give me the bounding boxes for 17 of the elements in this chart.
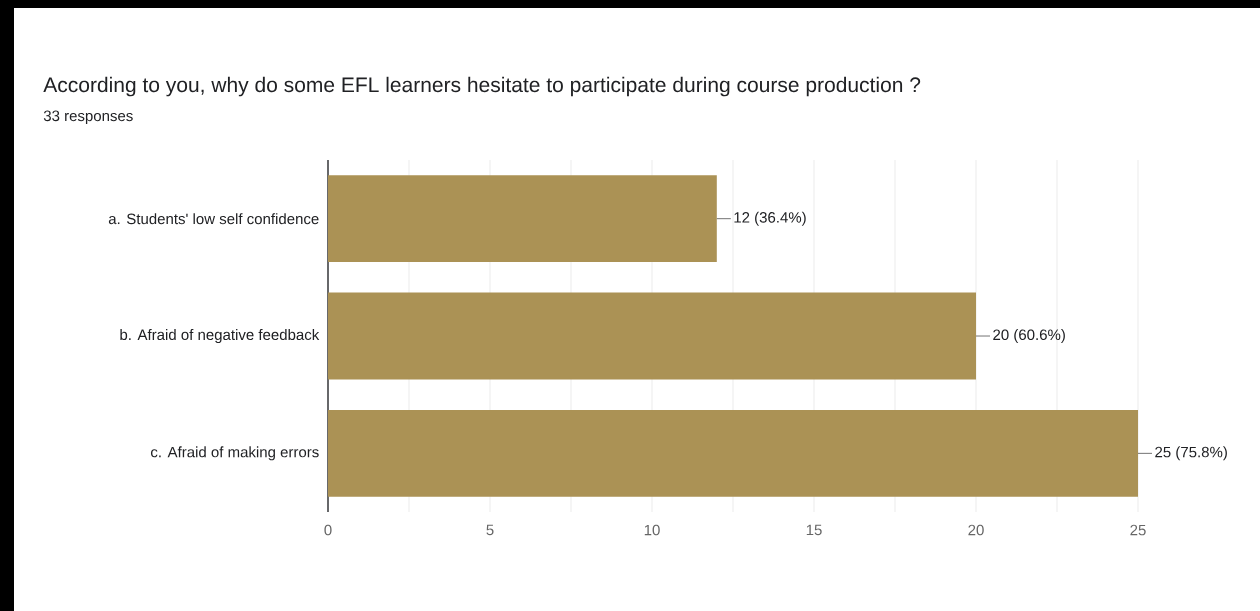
x-tick-label: 5 bbox=[486, 524, 494, 536]
x-tick-label: 20 bbox=[968, 524, 984, 536]
data-label: 25 (75.8%) bbox=[1155, 446, 1227, 461]
x-tick-label: 15 bbox=[806, 524, 822, 536]
y-tick-label: c. Afraid of making errors bbox=[150, 446, 319, 461]
y-tick-label: b. Afraid of negative feedback bbox=[120, 329, 320, 344]
x-tick-label: 25 bbox=[1130, 524, 1146, 536]
data-label: 20 (60.6%) bbox=[993, 329, 1065, 343]
chart-title: According to you, why do some EFL learners hesitate to participate during course production ? bbox=[43, 76, 921, 97]
x-tick-label: 0 bbox=[324, 524, 332, 536]
bar bbox=[328, 409, 1139, 497]
x-tick-label: 10 bbox=[644, 524, 660, 536]
bar bbox=[328, 292, 976, 380]
bar bbox=[328, 175, 717, 263]
data-label: 12 (36.4%) bbox=[734, 211, 806, 226]
text: 33 responses bbox=[43, 110, 133, 125]
y-tick-label: a. Students' low self confidence bbox=[108, 213, 319, 225]
